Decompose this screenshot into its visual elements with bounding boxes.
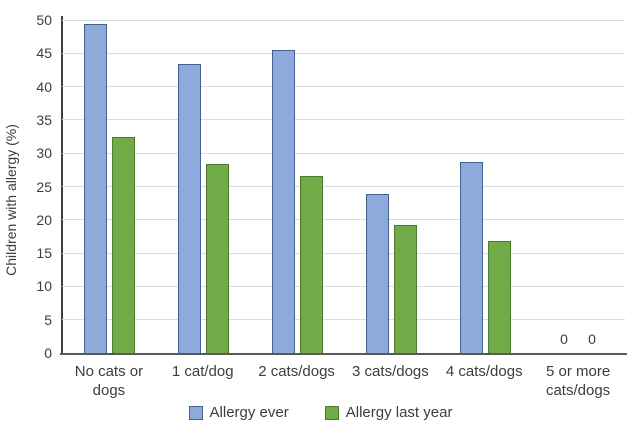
y-tick-label-10: 10 xyxy=(36,278,52,295)
legend-swatch-green-icon xyxy=(324,405,339,420)
gridline-30 xyxy=(62,152,625,154)
gridline-20 xyxy=(62,219,625,221)
bar-allergy-last-year-1 xyxy=(206,163,230,353)
legend-item-allergy-last-year: Allergy last year xyxy=(324,404,453,421)
bar-allergy-last-year-2 xyxy=(300,175,324,353)
bar-allergy-last-year-4 xyxy=(487,241,511,353)
legend-swatch-blue-icon xyxy=(188,405,203,420)
zero-data-label-0-5: 0 xyxy=(560,331,568,347)
plot-area: 0 0 No cats or dogs 1 cat/dog 2 cats/dogs 3 c… xyxy=(60,16,627,399)
bar-allergy-ever-2 xyxy=(272,50,296,353)
gridline-35 xyxy=(62,119,625,121)
bar-allergy-last-year-3 xyxy=(393,225,417,353)
y-tick-label-30: 30 xyxy=(36,145,52,162)
zero-data-label-1-5: 0 xyxy=(588,331,596,347)
gridline-10 xyxy=(62,285,625,287)
x-axis-line xyxy=(60,353,627,355)
bar-allergy-ever-4 xyxy=(459,161,483,353)
y-tick-label-25: 25 xyxy=(36,178,52,195)
y-tick-label-15: 15 xyxy=(36,245,52,262)
legend: Allergy ever Allergy last year xyxy=(0,404,641,421)
x-category-label-5: 5 or more cats/dogs xyxy=(545,363,611,399)
gridline-15 xyxy=(62,252,625,254)
y-tick-label-40: 40 xyxy=(36,78,52,95)
x-category-label-1: 1 cat/dog xyxy=(171,363,234,380)
legend-item-allergy-ever: Allergy ever xyxy=(188,404,289,421)
x-category-label-3: 3 cats/dogs xyxy=(352,363,429,380)
gridline-5 xyxy=(62,319,625,321)
y-tick-label-50: 50 xyxy=(36,12,52,28)
bar-allergy-last-year-0 xyxy=(112,136,136,353)
y-axis-tick-labels: 0 5 10 15 20 25 30 35 40 45 50 xyxy=(0,12,52,361)
bar-allergy-ever-1 xyxy=(178,63,202,353)
legend-label-allergy-ever: Allergy ever xyxy=(209,404,289,421)
bar-allergy-ever-0 xyxy=(84,23,108,353)
y-tick-label-35: 35 xyxy=(36,111,52,128)
gridline-50 xyxy=(62,19,625,21)
gridline-40 xyxy=(62,86,625,88)
y-axis-line xyxy=(61,16,63,354)
y-tick-label-45: 45 xyxy=(36,45,52,62)
y-tick-label-5: 5 xyxy=(44,311,52,328)
x-category-label-4: 4 cats/dogs xyxy=(445,363,523,380)
gridline-25 xyxy=(62,186,625,187)
bar-allergy-ever-3 xyxy=(365,194,389,353)
y-tick-label-20: 20 xyxy=(36,211,52,228)
gridline-45 xyxy=(62,52,625,54)
y-tick-label-0: 0 xyxy=(44,345,52,361)
x-category-label-0: No cats or dogs xyxy=(74,363,144,399)
x-category-label-2: 2 cats/dogs xyxy=(258,363,335,380)
legend-label-allergy-last-year: Allergy last year xyxy=(345,404,453,421)
